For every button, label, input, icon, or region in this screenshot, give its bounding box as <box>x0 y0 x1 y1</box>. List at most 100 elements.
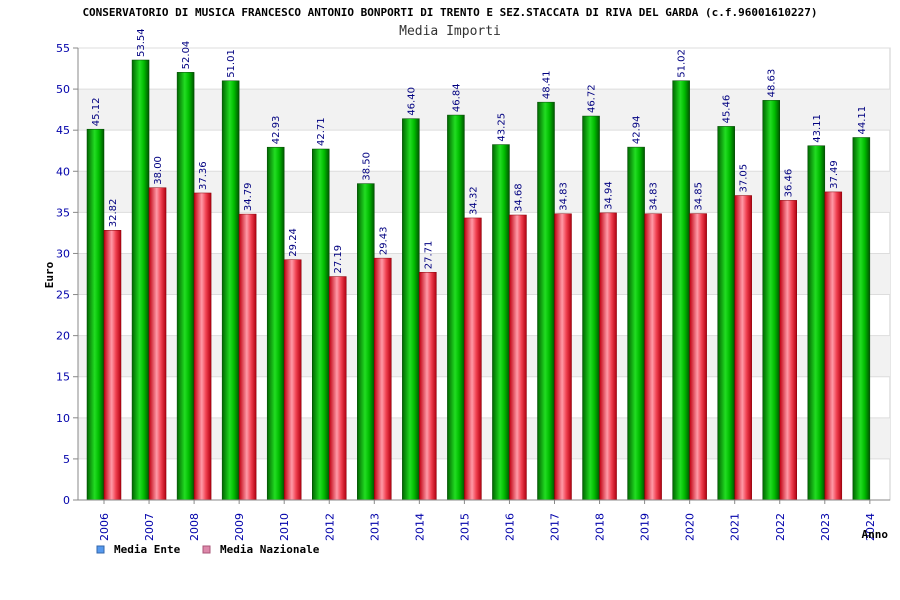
grid-bands <box>77 47 891 501</box>
bar-media-nazionale-2020 <box>689 213 707 501</box>
data-label-media-nazionale-2019: 34.83 <box>649 182 660 211</box>
bar-media-nazionale-2022 <box>779 200 797 501</box>
bar-media-ente-2007 <box>131 59 150 501</box>
bar-media-ente-2006 <box>86 128 105 501</box>
data-label-media-ente-2013: 38.50 <box>361 152 372 181</box>
data-label-media-nazionale-2020: 34.85 <box>694 182 705 211</box>
y-tick-label: 5 <box>63 453 70 466</box>
bar-media-nazionale-2006 <box>103 230 122 501</box>
x-tick-label: 2012 <box>323 513 336 541</box>
y-tick-label: 45 <box>56 124 70 137</box>
data-label-media-ente-2016: 43.25 <box>496 113 507 142</box>
y-axis: 0 5 10 15 20 25 30 35 40 45 50 55 <box>56 42 79 507</box>
data-label-media-ente-2010: 42.93 <box>271 116 282 145</box>
data-label-media-ente-2018: 46.72 <box>587 84 598 113</box>
bar-media-nazionale-2014 <box>419 272 437 501</box>
data-label-media-ente-2023: 43.11 <box>812 114 823 143</box>
bar-media-ente-2014 <box>402 118 420 501</box>
grid-band <box>78 335 890 377</box>
data-label-media-nazionale-2021: 37.05 <box>739 164 750 193</box>
bar-media-ente-2024 <box>852 137 871 501</box>
x-tick-label: 2006 <box>98 513 111 541</box>
x-tick-label: 2022 <box>774 513 787 541</box>
x-tick-label: 2019 <box>639 513 652 541</box>
legend: Media Ente Media Nazionale <box>96 543 320 556</box>
y-tick-label: 25 <box>56 289 70 302</box>
y-tick-label: 35 <box>56 206 70 219</box>
bar-media-nazionale-2009 <box>238 213 257 501</box>
bar-media-nazionale-2007 <box>148 187 167 501</box>
bar-media-nazionale-2019 <box>644 213 662 501</box>
data-label-media-ente-2006: 45.12 <box>91 98 102 127</box>
legend-swatch-media-nazionale <box>202 545 211 554</box>
data-label-media-ente-2015: 46.84 <box>451 83 462 112</box>
x-tick-label: 2013 <box>368 513 381 541</box>
bar-media-ente-2023 <box>807 145 826 501</box>
x-axis-title: Anno <box>862 528 889 541</box>
bar-media-ente-2018 <box>582 115 600 501</box>
bar-media-ente-2015 <box>447 114 465 501</box>
data-label-media-nazionale-2014: 27.71 <box>423 241 434 270</box>
data-label-media-ente-2009: 51.01 <box>226 49 237 78</box>
bar-media-ente-2013 <box>357 183 375 501</box>
value-labels: 45.12 32.82 53.54 38.00 52.04 37.36 51.01 34.79… <box>91 28 868 273</box>
chart-subtitle: Media Importi <box>399 24 501 39</box>
data-label-media-ente-2007: 53.54 <box>136 28 147 57</box>
data-label-media-nazionale-2010: 29.24 <box>288 228 299 257</box>
bar-media-ente-2017 <box>537 101 555 501</box>
x-tick-label: 2017 <box>549 513 562 541</box>
x-tick-label: 2015 <box>458 513 471 541</box>
data-label-media-nazionale-2017: 34.83 <box>559 182 570 211</box>
data-label-media-nazionale-2012: 27.19 <box>333 245 344 274</box>
data-label-media-ente-2019: 42.94 <box>632 115 643 144</box>
y-tick-label: 50 <box>56 83 70 96</box>
data-label-media-ente-2022: 48.63 <box>767 69 778 98</box>
legend-label-media-ente: Media Ente <box>114 543 181 556</box>
legend-label-media-nazionale: Media Nazionale <box>220 543 320 556</box>
bar-media-ente-2020 <box>672 80 690 501</box>
data-label-media-nazionale-2023: 37.49 <box>829 160 840 189</box>
bar-media-nazionale-2017 <box>554 213 572 501</box>
bar-media-ente-2012 <box>312 148 330 501</box>
bar-media-nazionale-2021 <box>734 195 752 501</box>
y-tick-label: 30 <box>56 247 70 260</box>
data-label-media-nazionale-2016: 34.68 <box>513 183 524 212</box>
data-label-media-ente-2008: 52.04 <box>181 41 192 70</box>
y-tick-label: 55 <box>56 42 70 55</box>
y-axis-title: Euro <box>43 261 56 288</box>
x-tick-label: 2020 <box>684 513 697 541</box>
bar-media-ente-2021 <box>717 126 735 501</box>
data-label-media-ente-2020: 51.02 <box>677 49 688 78</box>
data-label-media-nazionale-2007: 38.00 <box>153 156 164 185</box>
x-tick-label: 2010 <box>278 513 291 541</box>
x-tick-label: 2007 <box>143 513 156 541</box>
data-label-media-ente-2014: 46.40 <box>406 87 417 116</box>
data-label-media-nazionale-2008: 37.36 <box>198 161 209 190</box>
bar-media-nazionale-2010 <box>283 259 302 501</box>
bar-media-ente-2022 <box>762 100 780 501</box>
data-label-media-nazionale-2015: 34.32 <box>468 186 479 215</box>
bar-media-ente-2010 <box>266 146 285 501</box>
grid-band <box>78 89 890 131</box>
data-label-media-nazionale-2006: 32.82 <box>108 199 119 228</box>
y-tick-label: 10 <box>56 412 70 425</box>
x-tick-label: 2014 <box>413 513 426 541</box>
data-label-media-ente-2012: 42.71 <box>316 117 327 146</box>
x-tick-label: 2023 <box>819 513 832 541</box>
bar-media-ente-2009 <box>221 80 240 501</box>
data-label-media-nazionale-2018: 34.94 <box>604 181 615 210</box>
data-label-media-ente-2017: 48.41 <box>542 71 553 100</box>
data-label-media-nazionale-2013: 29.43 <box>378 226 389 255</box>
bar-media-nazionale-2023 <box>824 191 843 501</box>
grid-band <box>78 171 890 213</box>
data-label-media-nazionale-2022: 36.46 <box>784 169 795 198</box>
x-tick-label: 2008 <box>188 513 201 541</box>
bar-media-ente-2008 <box>176 72 195 501</box>
page-title: CONSERVATORIO DI MUSICA FRANCESCO ANTONI… <box>82 6 818 19</box>
y-tick-label: 20 <box>56 330 70 343</box>
bars <box>86 59 871 501</box>
x-tick-label: 2016 <box>503 513 516 541</box>
x-axis: 2006 2007 2008 2009 2010 2012 2013 2014 2015 2016… <box>78 499 890 541</box>
bar-media-ente-2016 <box>492 144 510 501</box>
